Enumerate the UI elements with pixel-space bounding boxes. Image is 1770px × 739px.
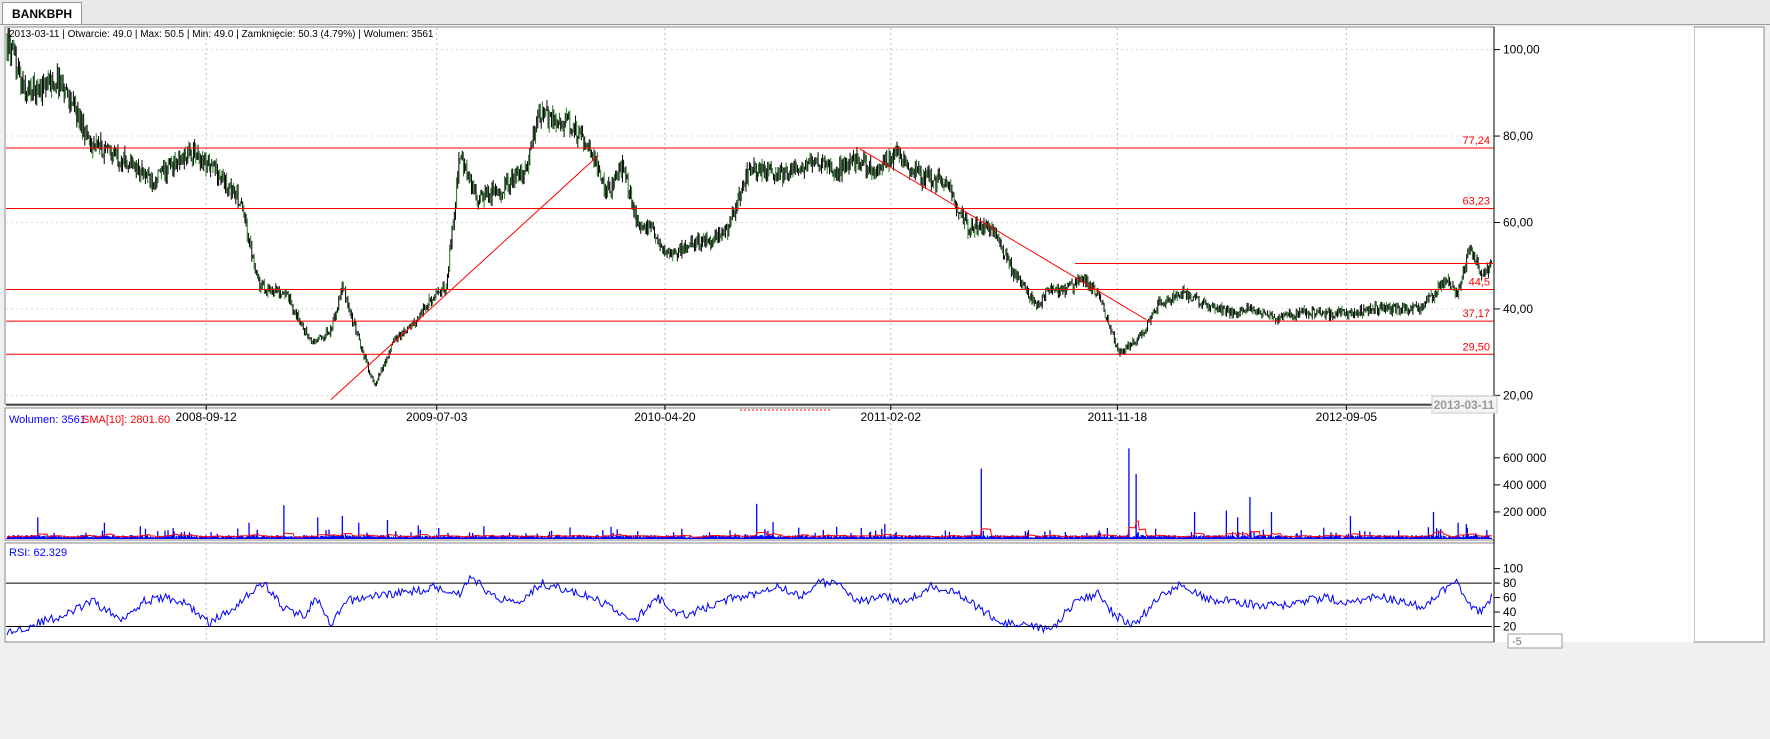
- sma-label: SMA[10]: 2801.60: [82, 414, 170, 426]
- volume-label: Wolumen: 3561: [9, 414, 86, 426]
- sma-line: [6, 520, 1492, 539]
- price-y-tick-label: 40,00: [1503, 302, 1533, 316]
- tab-bankbph[interactable]: BANKBPH: [2, 2, 82, 24]
- rsi-line: [6, 574, 1492, 636]
- date-tick-label: 2009-07-03: [406, 410, 468, 424]
- date-tick-label: 2011-02-02: [861, 410, 922, 424]
- price-y-axis: 100,00 80,00 60,00 40,00 20,00: [1494, 43, 1540, 402]
- rsi-y-tick-label: 20: [1503, 620, 1517, 634]
- price-level-label: 63,23: [1462, 196, 1490, 208]
- rsi-y-tick-label: 80: [1503, 576, 1517, 590]
- tab-bar: BANKBPH: [0, 0, 1770, 25]
- price-y-tick-label: 80,00: [1503, 129, 1533, 143]
- price-level-label: 44,5: [1469, 276, 1490, 288]
- rsi-y-tick-label: 40: [1503, 605, 1517, 619]
- y-axis-strip: [1693, 26, 1765, 643]
- volume-panel: [4, 407, 1495, 541]
- price-y-tick-label: 60,00: [1503, 215, 1533, 229]
- trendline: [330, 155, 599, 401]
- date-tick-label: 2011-11-18: [1088, 410, 1148, 424]
- volume-y-tick-label: 600 000: [1503, 451, 1547, 465]
- price-series: [6, 28, 1492, 387]
- current-date-label: 2013-03-11: [1434, 398, 1495, 412]
- date-tick-label: 2010-04-20: [634, 410, 696, 424]
- date-axis: 2008-09-12 2009-07-03 2010-04-20 2011-02-02…: [175, 405, 1377, 424]
- rsi-scroll-value: -5: [1512, 636, 1522, 648]
- rsi-y-tick-label: 60: [1503, 591, 1517, 605]
- trendline: [859, 148, 1147, 321]
- volume-y-axis: 600 000 400 000 200 000: [1494, 451, 1547, 519]
- price-panel: [4, 26, 1495, 405]
- date-tick-label: 2008-09-12: [175, 410, 237, 424]
- rsi-scroll-field[interactable]: [1507, 633, 1563, 649]
- price-y-tick-label: 100,00: [1503, 43, 1540, 57]
- price-levels: 77,24 63,23 44,5 37,17 29,50: [6, 135, 1494, 401]
- price-level-label: 29,50: [1462, 341, 1490, 353]
- date-tick-label: 2012-09-05: [1316, 410, 1378, 424]
- price-level-label: 37,17: [1462, 308, 1490, 320]
- price-info-text: 2013-03-11 | Otwarcie: 49.0 | Max: 50.5 …: [9, 29, 434, 40]
- rsi-y-tick-label: 100: [1503, 562, 1523, 576]
- chart-area: 77,24 63,23 44,5 37,17 29,50 100,00 80,00 60,0…: [4, 26, 1765, 649]
- rsi-label: RSI: 62.329: [9, 547, 67, 559]
- volume-y-tick-label: 400 000: [1503, 478, 1547, 492]
- rsi-series: [6, 574, 1492, 636]
- volume-series: [6, 448, 1492, 539]
- y-axis-background: [1494, 27, 1694, 642]
- volume-y-tick-label: 200 000: [1503, 505, 1547, 519]
- current-date-badge: [1431, 395, 1498, 414]
- price-level-label: 77,24: [1462, 135, 1490, 147]
- price-y-tick-label: 20,00: [1503, 388, 1533, 402]
